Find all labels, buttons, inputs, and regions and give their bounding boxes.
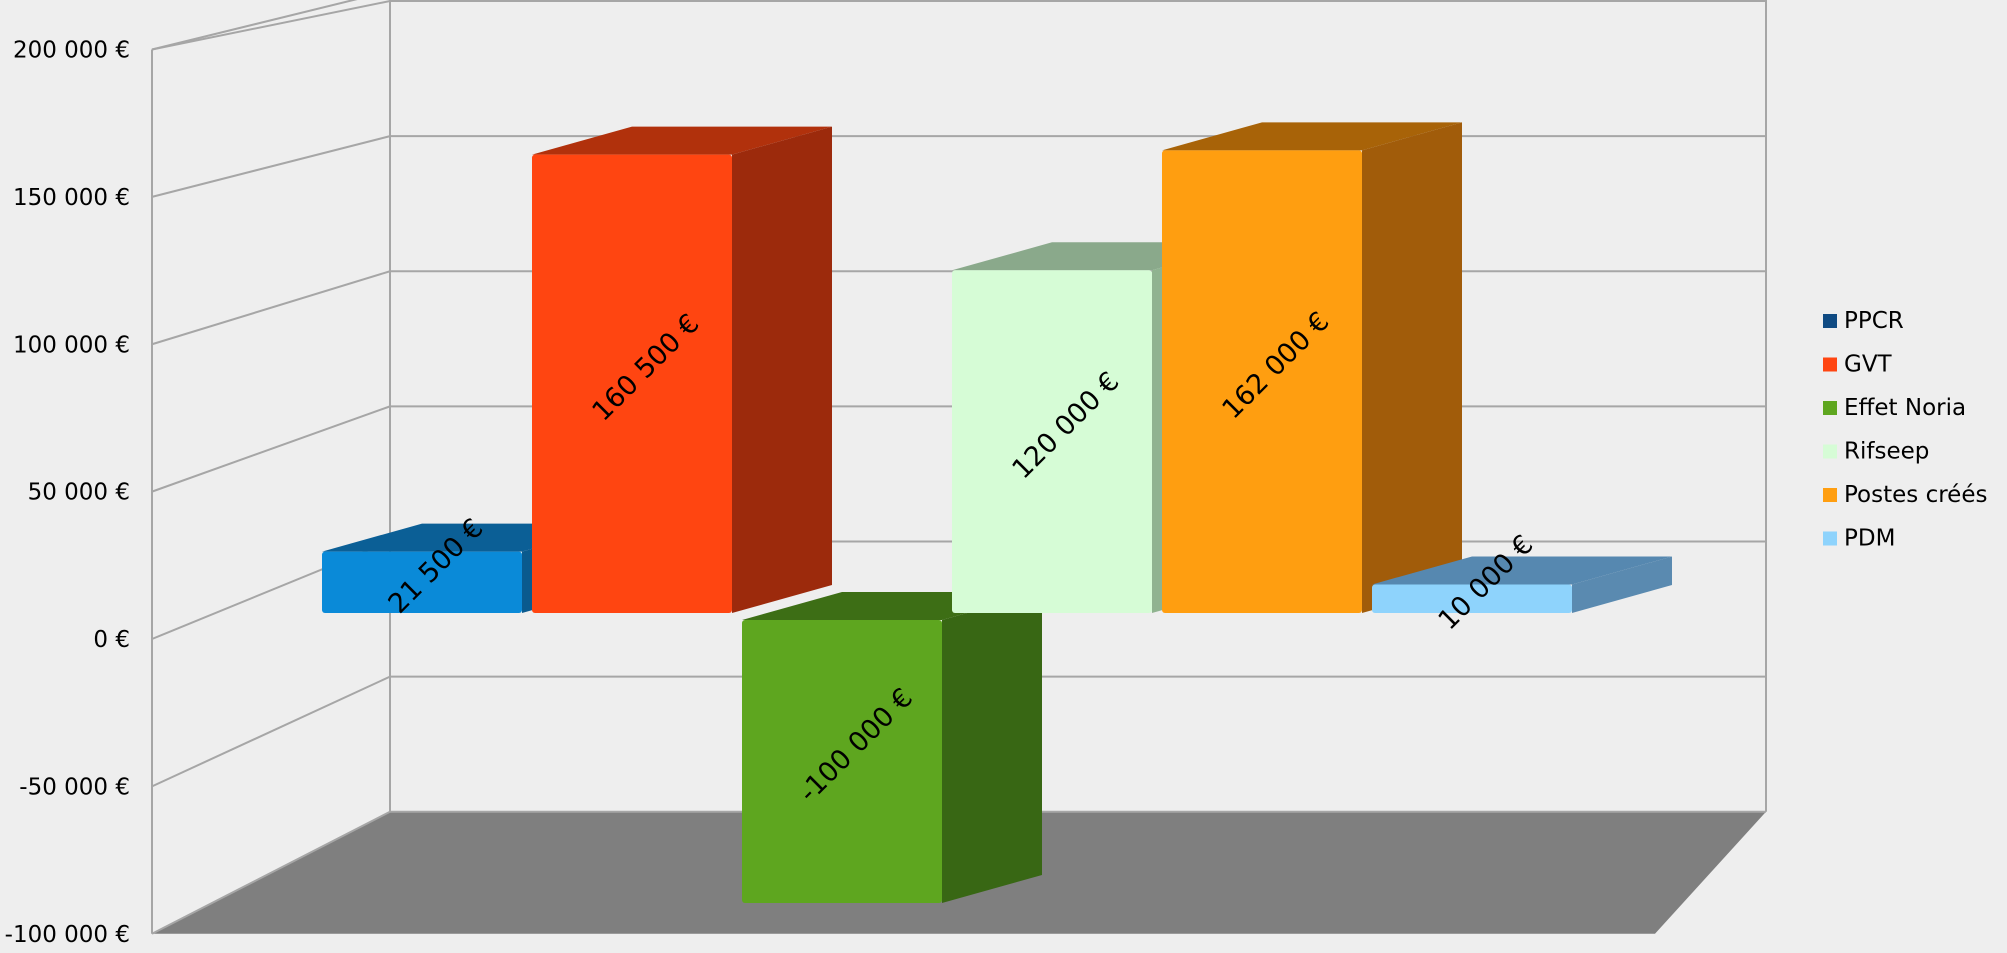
legend-item: PDM — [1823, 526, 1895, 552]
side-gridline — [151, 135, 391, 198]
bar-postes-crs — [1162, 122, 1462, 613]
legend-item: GVT — [1823, 352, 1893, 378]
legend-item: Postes créés — [1823, 482, 1987, 508]
bar-side-face — [1572, 556, 1672, 613]
side-gridline — [151, 270, 391, 346]
y-tick-label: 100 000 € — [13, 332, 130, 358]
legend-item: Effet Noria — [1823, 395, 1966, 421]
side-gridline — [151, 0, 391, 51]
bar-pdm — [1372, 556, 1672, 613]
bar-front-face — [322, 551, 522, 613]
y-tick-label: 50 000 € — [28, 480, 130, 506]
side-gridline — [151, 810, 391, 935]
legend-label: Postes créés — [1844, 482, 1987, 508]
legend-swatch — [1823, 401, 1837, 415]
bar-effet-noria — [742, 592, 1042, 903]
y-tick-label: -100 000 € — [5, 922, 130, 948]
y-tick-label: 150 000 € — [13, 185, 130, 211]
legend-label: Rifseep — [1844, 439, 1929, 465]
legend-label: GVT — [1844, 352, 1893, 378]
legend-label: PDM — [1844, 526, 1895, 552]
bars — [322, 122, 1672, 903]
legend-label: PPCR — [1844, 308, 1904, 334]
side-gridline — [151, 675, 391, 788]
legend-item: Rifseep — [1823, 439, 1929, 465]
legend-swatch — [1823, 357, 1837, 372]
bar-side-face — [1362, 122, 1462, 613]
y-tick-label: 0 € — [93, 627, 130, 653]
side-wall-top-edge — [151, 0, 358, 51]
legend-swatch — [1823, 314, 1837, 328]
legend-item: PPCR — [1823, 308, 1904, 334]
bar-side-face — [942, 592, 1042, 903]
bar-front-face — [532, 154, 732, 613]
legend-swatch — [1823, 531, 1837, 546]
y-tick-label: -50 000 € — [19, 774, 130, 800]
y-axis: -100 000 € -50 000 € 0 € 50 000 € 100 000 € 1… — [5, 38, 130, 948]
bar-front-face — [742, 620, 942, 903]
bar-front-face — [1162, 150, 1362, 613]
legend-label: Effet Noria — [1844, 395, 1966, 421]
legend: PPCR GVT Effet Noria Rifseep Postes créés PDM — [1823, 308, 1987, 552]
bar-front-face — [952, 270, 1152, 613]
side-gridline — [151, 405, 391, 493]
bar-gvt — [532, 126, 832, 613]
y-tick-label: 200 000 € — [13, 38, 130, 64]
bar-side-face — [732, 126, 832, 613]
legend-swatch — [1823, 444, 1837, 459]
bar-front-face — [1372, 584, 1572, 613]
legend-swatch — [1823, 488, 1837, 502]
